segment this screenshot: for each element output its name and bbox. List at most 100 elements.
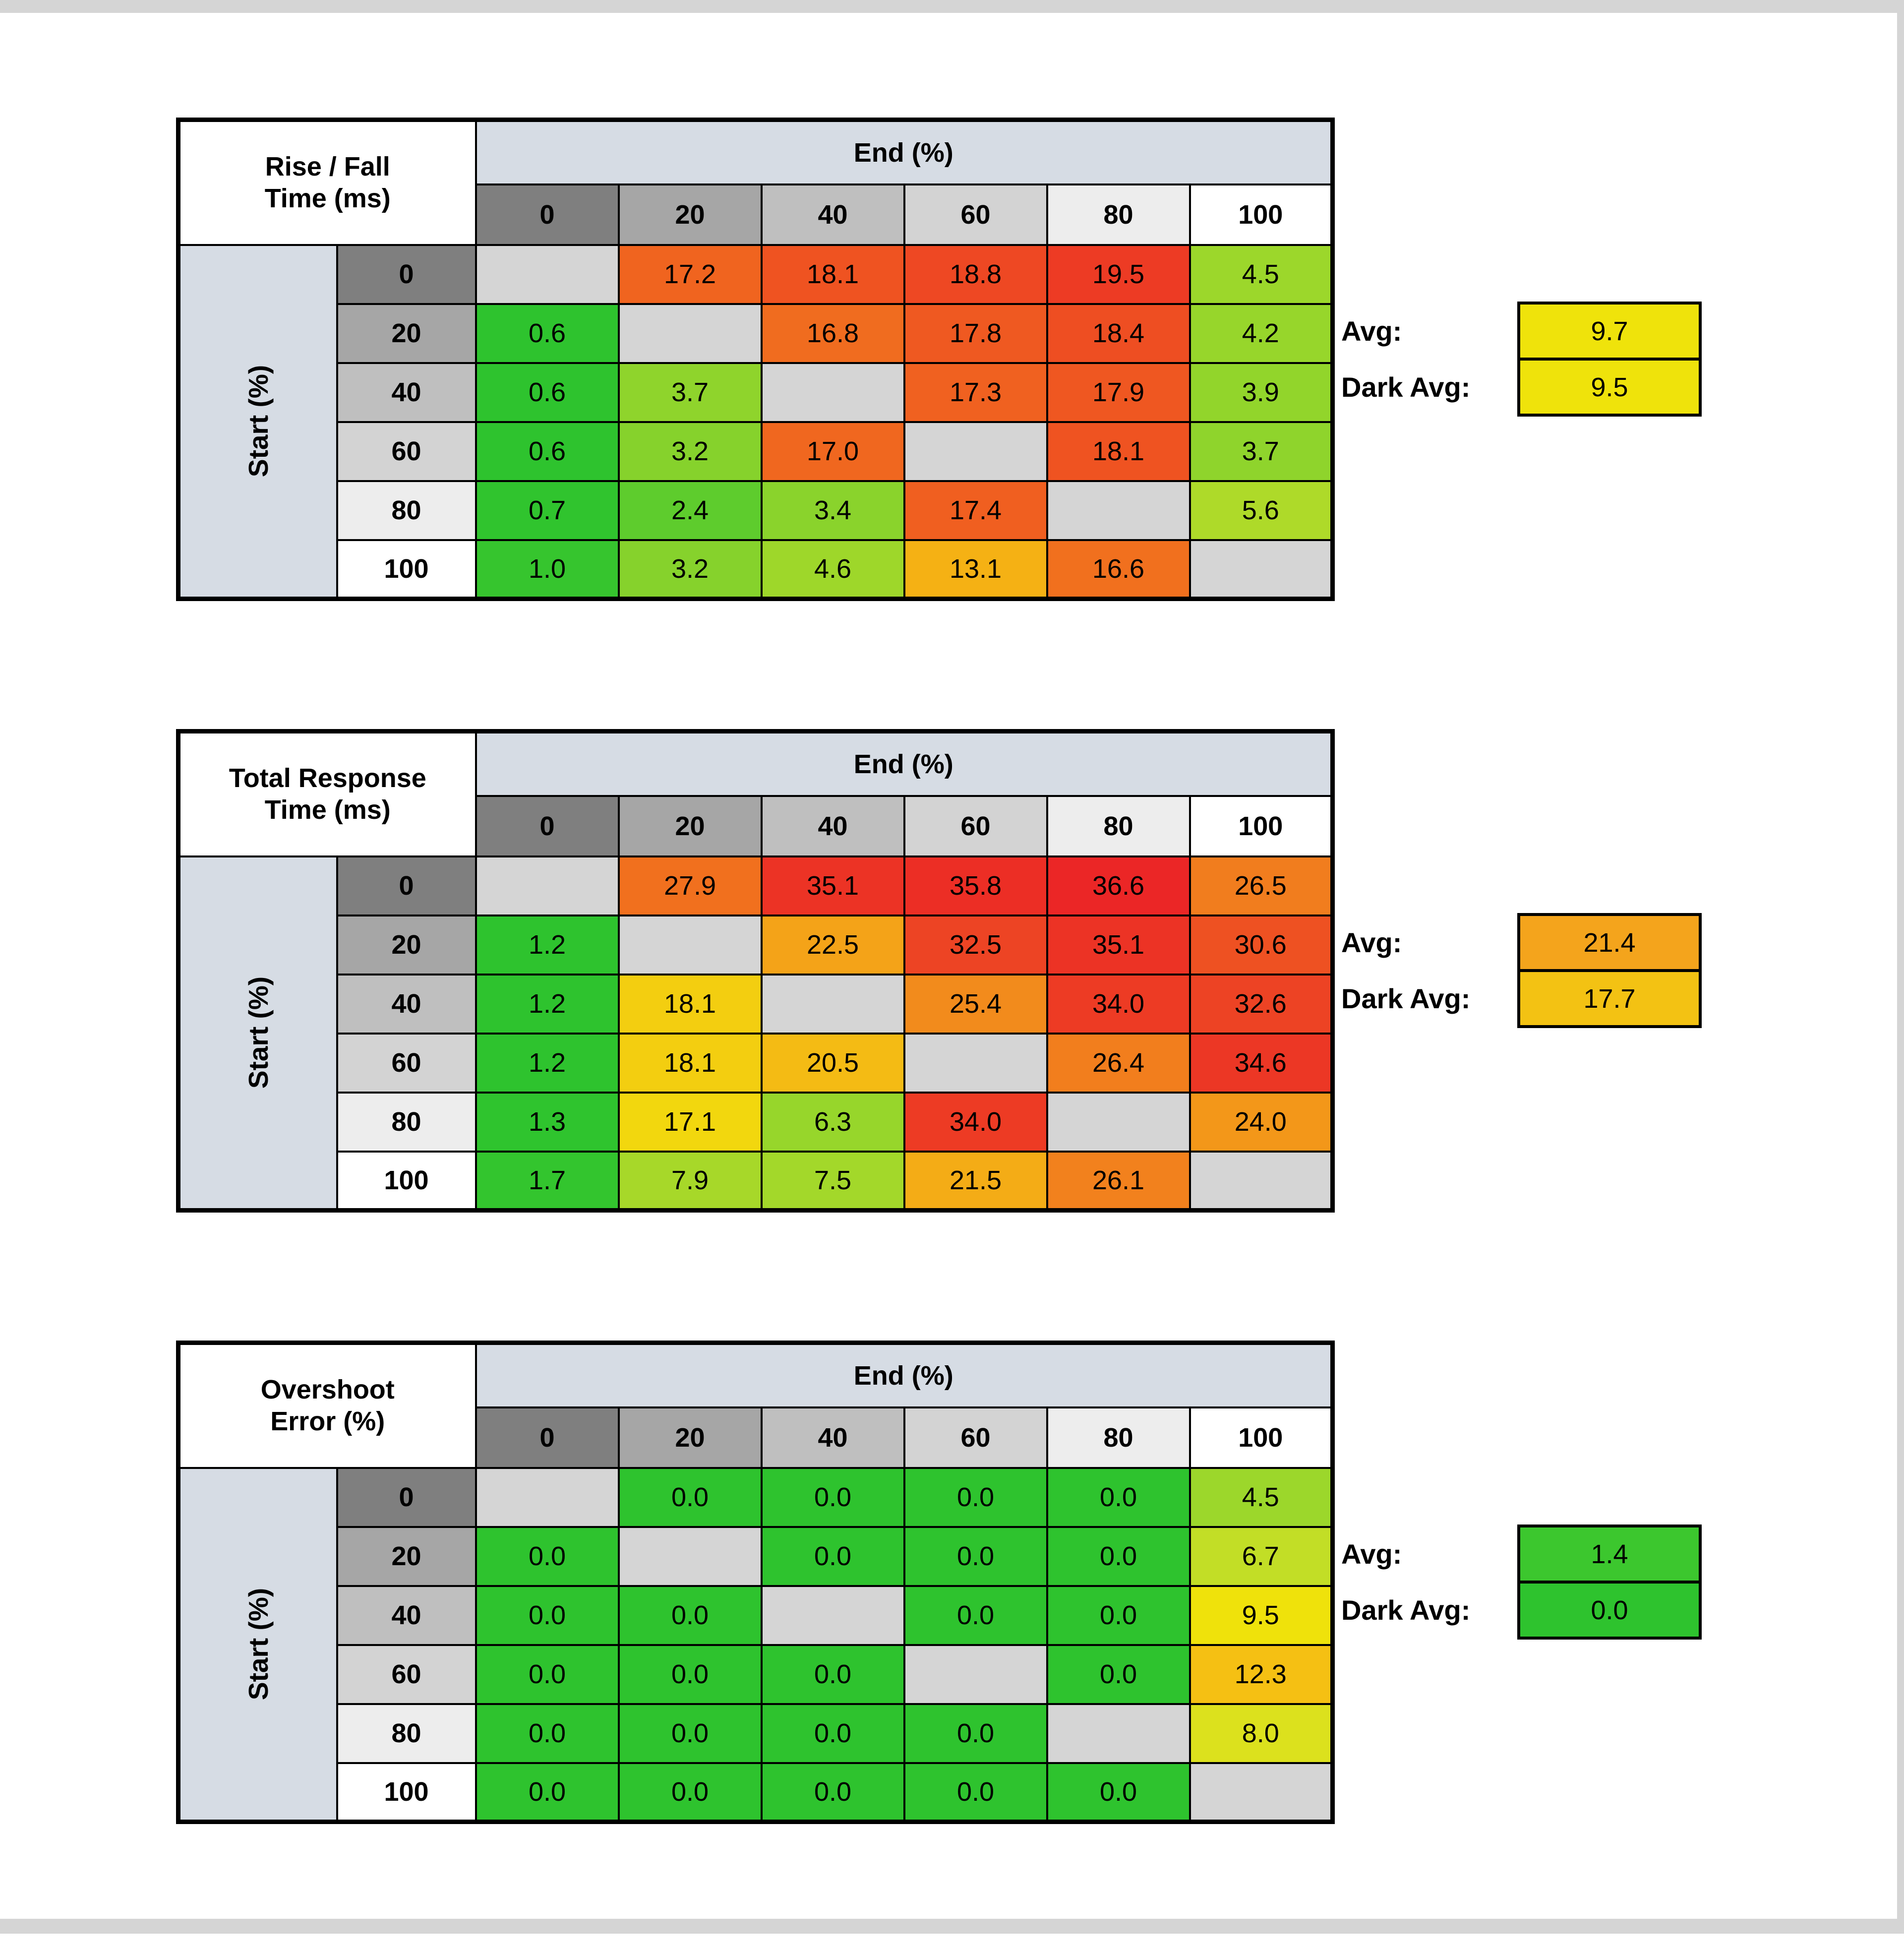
- heatmap-cell: 0.0: [1046, 1585, 1191, 1646]
- heatmap-cell: 21.5: [903, 1150, 1048, 1212]
- table-title-line2: Time (ms): [264, 183, 391, 213]
- heatmap-cell: 0.0: [903, 1525, 1048, 1587]
- diagonal-cell: [903, 1032, 1048, 1094]
- heatmap-cell: 8.0: [1189, 1703, 1334, 1764]
- stat-label: Dark Avg:: [1341, 983, 1471, 1014]
- heatmap-cell: 1.2: [475, 973, 620, 1035]
- col-header-60: 60: [903, 183, 1048, 246]
- heatmap-cell: 17.8: [903, 303, 1048, 364]
- row-header-60: 60: [336, 1644, 477, 1705]
- start-axis-header: Start (%): [177, 855, 338, 1212]
- heatmap-cell: 0.0: [1046, 1525, 1191, 1587]
- row-header-0: 0: [336, 855, 477, 916]
- col-header-100: 100: [1189, 794, 1334, 857]
- heatmap-cell: 0.0: [903, 1466, 1048, 1528]
- heatmap-cell: 18.4: [1046, 303, 1191, 364]
- heatmap-cell: 36.6: [1046, 855, 1191, 916]
- stat-label: Avg:: [1341, 927, 1402, 958]
- diagonal-cell: [617, 303, 763, 364]
- heatmap-cell: 0.0: [475, 1585, 620, 1646]
- diagonal-cell: [903, 1644, 1048, 1705]
- heatmap-cell: 0.0: [903, 1703, 1048, 1764]
- heatmap-cell: 9.5: [1189, 1585, 1334, 1646]
- page-frame-right: [1897, 0, 1904, 1934]
- heatmap-cell: 26.1: [1046, 1150, 1191, 1212]
- diagonal-cell: [1189, 539, 1334, 600]
- table-title-line1: Total Response: [229, 763, 426, 793]
- diagonal-cell: [1046, 1703, 1191, 1764]
- heatmap-cell: 26.4: [1046, 1032, 1191, 1094]
- heatmap-cell: 18.8: [903, 244, 1048, 305]
- heatmap-cell: 4.5: [1189, 1466, 1334, 1528]
- heatmap-cell: 18.1: [1046, 421, 1191, 482]
- stat-label: Avg:: [1341, 315, 1402, 347]
- heatmap-cell: 17.4: [903, 480, 1048, 541]
- heatmap-cell: 0.6: [475, 362, 620, 423]
- stat-value-box: 9.5: [1517, 358, 1702, 417]
- stat-row: Dark Avg: 9.5: [1341, 358, 1702, 417]
- diagonal-cell: [617, 1525, 763, 1587]
- end-axis-header: End (%): [475, 730, 1334, 797]
- heatmap-cell: 34.0: [903, 1091, 1048, 1153]
- stat-label: Dark Avg:: [1341, 1594, 1471, 1626]
- end-axis-header: End (%): [475, 1342, 1334, 1408]
- stats-rise-fall-time: Avg: 9.7 Dark Avg: 9.5: [1341, 302, 1702, 417]
- table-title-line2: Time (ms): [264, 794, 391, 825]
- heatmap-cell: 0.7: [475, 480, 620, 541]
- heatmap-cell: 0.0: [1046, 1466, 1191, 1528]
- col-header-60: 60: [903, 794, 1048, 857]
- heatmap-cell: 1.7: [475, 1150, 620, 1212]
- heatmap-cell: 1.2: [475, 914, 620, 976]
- heatmap-cell: 0.0: [760, 1644, 905, 1705]
- row-header-60: 60: [336, 1032, 477, 1094]
- tables-container: Rise / Fall Time (ms) End (%) 0 20 40 60 80 100 S…: [176, 118, 1904, 1952]
- heatmap-cell: 27.9: [617, 855, 763, 916]
- heatmap-cell: 17.0: [760, 421, 905, 482]
- heatmap-cell: 17.1: [617, 1091, 763, 1153]
- row-header-100: 100: [336, 539, 477, 600]
- diagonal-cell: [617, 914, 763, 976]
- diagonal-cell: [760, 362, 905, 423]
- row-header-80: 80: [336, 1703, 477, 1764]
- heatmap-cell: 0.0: [760, 1703, 905, 1764]
- stat-value-box: 0.0: [1517, 1581, 1702, 1640]
- stat-row: Avg: 9.7: [1341, 302, 1702, 361]
- row-header-20: 20: [336, 303, 477, 364]
- stat-value-box: 21.4: [1517, 913, 1702, 972]
- heatmap-cell: 1.0: [475, 539, 620, 600]
- start-axis-header: Start (%): [177, 1466, 338, 1823]
- stat-value-box: 9.7: [1517, 302, 1702, 361]
- stat-row: Dark Avg: 17.7: [1341, 969, 1702, 1028]
- row-header-40: 40: [336, 1585, 477, 1646]
- col-header-0: 0: [475, 794, 620, 857]
- stat-row: Avg: 1.4: [1341, 1525, 1702, 1584]
- heatmap-cell: 0.0: [1046, 1762, 1191, 1823]
- diagonal-cell: [475, 1466, 620, 1528]
- col-header-60: 60: [903, 1406, 1048, 1469]
- heatmap-cell: 35.1: [760, 855, 905, 916]
- heatmap-cell: 34.0: [1046, 973, 1191, 1035]
- heatmap-cell: 1.3: [475, 1091, 620, 1153]
- table-title: Total Response Time (ms): [177, 730, 477, 857]
- table-title-line1: Overshoot: [260, 1375, 395, 1405]
- col-header-100: 100: [1189, 1406, 1334, 1469]
- heatmap-cell: 13.1: [903, 539, 1048, 600]
- heatmap-cell: 26.5: [1189, 855, 1334, 916]
- heatmap-cell: 0.0: [760, 1762, 905, 1823]
- row-header-20: 20: [336, 914, 477, 976]
- col-header-0: 0: [475, 183, 620, 246]
- diagonal-cell: [475, 244, 620, 305]
- table-title: Rise / Fall Time (ms): [177, 119, 477, 246]
- row-header-100: 100: [336, 1762, 477, 1823]
- heatmap-cell: 30.6: [1189, 914, 1334, 976]
- page-frame-bottom: [0, 1919, 1904, 1934]
- heatmap-cell: 16.6: [1046, 539, 1191, 600]
- heatmap-cell: 7.5: [760, 1150, 905, 1212]
- col-header-20: 20: [617, 1406, 763, 1469]
- heatmap-cell: 32.6: [1189, 973, 1334, 1035]
- heatmap-cell: 17.2: [617, 244, 763, 305]
- heatmap-cell: 20.5: [760, 1032, 905, 1094]
- col-header-80: 80: [1046, 1406, 1191, 1469]
- diagonal-cell: [760, 973, 905, 1035]
- heatmap-cell: 0.0: [475, 1762, 620, 1823]
